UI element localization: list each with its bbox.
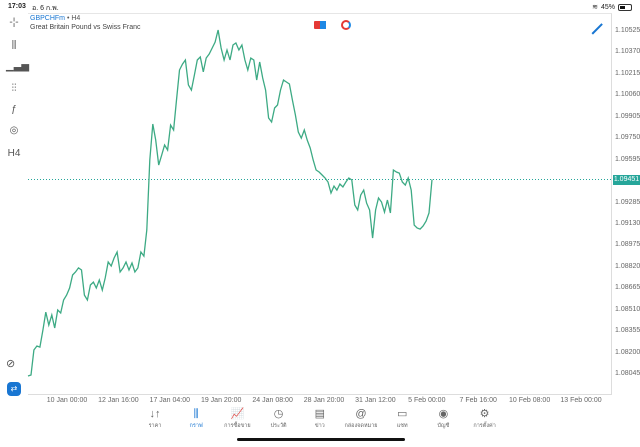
y-tick-label: 1.10525 (615, 27, 640, 34)
y-tick-label: 1.08665 (615, 284, 640, 292)
nav-history[interactable]: ◷ ประวัติ (257, 407, 301, 430)
settings-sliders-icon[interactable]: ⫶⫶ (11, 83, 17, 94)
y-tick-label: 1.08510 (615, 305, 640, 313)
zoom-chart-icon[interactable]: ⊘ (6, 358, 16, 370)
nav-quotes[interactable]: ↓↑ ราคา (133, 407, 177, 430)
y-tick-label: 1.08820 (615, 262, 640, 270)
nav-news[interactable]: ▤ ข่าว (298, 407, 342, 430)
status-time: 17:03 (8, 3, 26, 10)
nav-chart-icon: ⫼ (193, 408, 199, 420)
nav-chat-icon: ▭ (396, 408, 408, 420)
x-tick-label: 10 Jan 00:00 (46, 397, 88, 404)
nav-news-icon: ▤ (314, 408, 325, 420)
y-tick-label: 1.09750 (615, 134, 640, 142)
nav-label: ประวัติ (270, 423, 287, 429)
x-tick-label: 17 Jan 04:00 (149, 397, 191, 404)
nav-label: การซื้อขาย (224, 423, 251, 429)
depth-of-market-icon[interactable] (341, 20, 351, 30)
timeframe-label: H4 (71, 15, 81, 22)
nav-label: บัญชี (437, 423, 450, 429)
y-tick-label: 1.08045 (615, 370, 640, 378)
y-tick-label: 1.08355 (615, 327, 640, 335)
current-price-tag: 1.09451 (613, 175, 640, 185)
chart-area[interactable] (28, 13, 612, 395)
y-tick-label: 1.08975 (615, 241, 640, 249)
left-toolbar: -¦- ⫼ ▁▃▅ ⫶⫶ ƒ ◎ H4 (0, 13, 30, 403)
nav-history-icon: ◷ (273, 408, 284, 420)
x-tick-label: 28 Jan 20:00 (303, 397, 345, 404)
nav-quotes-icon: ↓↑ (149, 408, 161, 420)
nav-label: แชท (396, 423, 408, 429)
x-tick-label: 7 Feb 16:00 (459, 397, 497, 404)
nav-label: ข่าว (314, 423, 325, 429)
y-tick-label: 1.09130 (615, 219, 640, 227)
battery-percent: 45% (600, 3, 615, 11)
nav-chat[interactable]: ▭ แชท (380, 407, 424, 430)
nav-label: กราฟ (189, 423, 203, 429)
indicators-icon[interactable]: ▁▃▅ (6, 61, 30, 72)
nav-label: ราคา (148, 423, 162, 429)
one-click-trading-icon[interactable]: ⇄ (7, 382, 21, 396)
chart-type-icon[interactable]: ⫼ (11, 40, 17, 51)
x-tick-label: 10 Feb 08:00 (508, 397, 551, 404)
price-line-series (27, 29, 433, 377)
nav-accounts-icon: ◉ (438, 408, 449, 420)
x-tick-label: 5 Feb 00:00 (408, 397, 446, 404)
y-tick-label: 1.09285 (615, 198, 640, 206)
x-tick-label: 31 Jan 12:00 (355, 397, 396, 404)
y-tick-label: 1.09905 (615, 112, 640, 120)
nav-trade[interactable]: 📈 การซื้อขาย (215, 407, 259, 430)
status-bar: 17:03 อ. 6 ก.พ. ≋ 45% (0, 0, 640, 13)
nav-chart[interactable]: ⫼ กราฟ (174, 407, 218, 430)
x-tick-label: 12 Jan 16:00 (98, 397, 139, 404)
y-tick-label: 1.10060 (615, 91, 640, 99)
y-tick-label: 1.09595 (615, 155, 640, 163)
x-tick-label: 19 Jan 20:00 (200, 397, 242, 404)
bottom-nav: ↓↑ ราคา ⫼ กราฟ 📈 การซื้อขาย ◷ ประวัติ ▤ ข่าว @ กล่อ… (0, 407, 640, 433)
nav-label: การตั้งค่า (473, 423, 496, 429)
separator: • (65, 15, 72, 22)
objects-icon[interactable]: ◎ (9, 125, 19, 136)
home-indicator (237, 438, 405, 441)
y-tick-label: 1.08200 (615, 348, 640, 356)
status-date: อ. 6 ก.พ. (32, 5, 59, 12)
nav-settings[interactable]: ⚙ การตั้งค่า (463, 407, 507, 430)
nav-settings-icon: ⚙ (479, 408, 490, 420)
x-tick-label: 13 Feb 00:00 (560, 397, 602, 404)
trade-panel-icon[interactable] (314, 21, 326, 29)
battery-icon (618, 3, 632, 11)
wifi-icon: ≋ (592, 4, 598, 11)
chart-symbol[interactable]: GBPCHFm • H4 (30, 15, 80, 22)
y-tick-label: 1.10370 (615, 48, 640, 56)
nav-trade-icon: 📈 (230, 408, 245, 420)
function-icon[interactable]: ƒ (11, 104, 17, 115)
nav-label: กล่องจดหมาย (344, 423, 378, 429)
symbol-description: Great Britain Pound vs Swiss Franc (30, 24, 141, 31)
crosshair-icon[interactable]: -¦- (9, 17, 19, 28)
nav-mailbox[interactable]: @ กล่องจดหมาย (339, 407, 383, 430)
x-tick-label: 24 Jan 08:00 (252, 397, 293, 404)
symbol-name: GBPCHFm (30, 15, 65, 22)
nav-mailbox-icon: @ (355, 408, 367, 420)
nav-accounts[interactable]: ◉ บัญชี (421, 407, 465, 430)
y-tick-label: 1.10215 (615, 69, 640, 77)
timeframe-button[interactable]: H4 (7, 148, 21, 159)
